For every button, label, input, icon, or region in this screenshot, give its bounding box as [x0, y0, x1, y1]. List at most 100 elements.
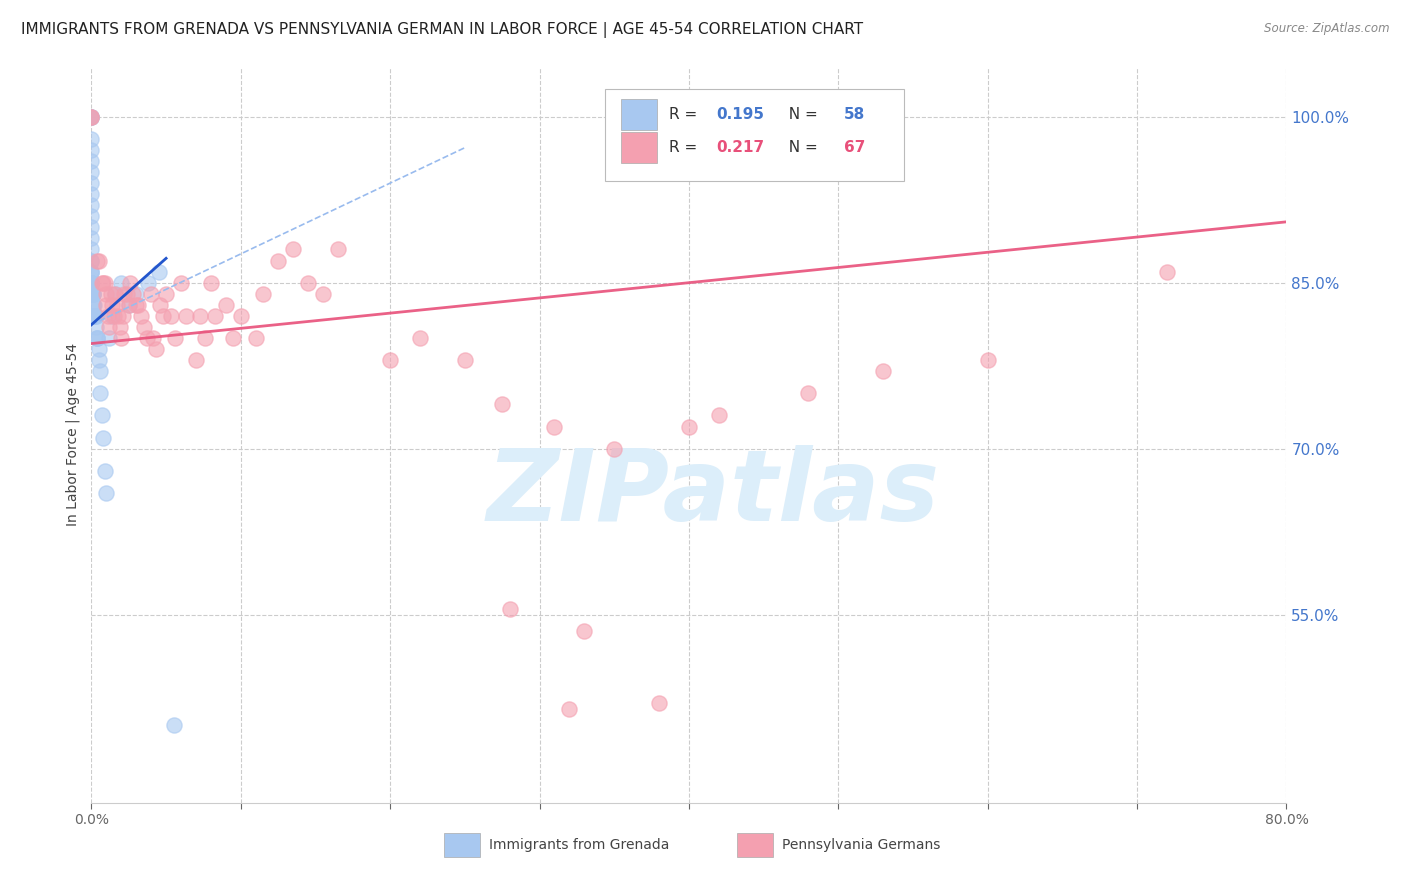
Point [204, 309, 226, 323]
Point [108, 320, 131, 334]
Text: Pennsylvania Germans: Pennsylvania Germans [782, 838, 941, 852]
Text: N =: N = [779, 140, 823, 155]
Point [1156, 265, 1178, 279]
Point [155, 286, 177, 301]
Point [118, 298, 141, 312]
Point [129, 309, 152, 323]
Point [142, 331, 165, 345]
Point [96, 486, 118, 500]
Point [80, 110, 103, 124]
Point [174, 309, 197, 323]
Point [87, 353, 110, 368]
Point [83, 309, 105, 323]
Bar [621, 99, 657, 130]
Point [245, 331, 267, 345]
Point [80, 187, 103, 202]
Point [491, 397, 513, 411]
Point [82, 286, 104, 301]
Point [80, 110, 103, 124]
Point [112, 286, 135, 301]
Point [98, 320, 121, 334]
Point [80, 265, 103, 279]
Bar [444, 833, 479, 856]
Point [80, 143, 103, 157]
Point [100, 286, 122, 301]
Point [111, 309, 134, 323]
Point [120, 276, 142, 290]
Point [229, 309, 252, 323]
Point [80, 276, 103, 290]
Text: 58: 58 [844, 107, 866, 122]
Point [83, 309, 105, 323]
Point [80, 253, 103, 268]
Point [82, 298, 104, 312]
Text: ZIPatlas: ZIPatlas [486, 445, 939, 542]
Point [87, 253, 110, 268]
Point [125, 298, 148, 312]
Point [326, 243, 349, 257]
Point [252, 286, 274, 301]
Point [104, 286, 127, 301]
Point [84, 320, 107, 334]
Point [83, 298, 105, 312]
Point [96, 286, 118, 301]
Point [132, 320, 155, 334]
Point [159, 309, 181, 323]
Point [93, 276, 115, 290]
Point [162, 718, 184, 732]
Point [80, 153, 103, 168]
Point [80, 276, 103, 290]
Point [93, 431, 115, 445]
Bar [621, 132, 657, 163]
Point [267, 253, 290, 268]
Point [80, 243, 103, 257]
Point [80, 110, 103, 124]
Point [84, 309, 107, 323]
Text: Source: ZipAtlas.com: Source: ZipAtlas.com [1264, 22, 1389, 36]
Point [107, 309, 129, 323]
Point [80, 286, 103, 301]
Point [149, 298, 172, 312]
Point [90, 276, 112, 290]
Point [136, 276, 159, 290]
Point [110, 331, 132, 345]
Y-axis label: In Labor Force | Age 45-54: In Labor Force | Age 45-54 [66, 343, 80, 526]
Point [678, 419, 700, 434]
Point [574, 624, 596, 639]
Point [127, 298, 149, 312]
Point [603, 442, 626, 456]
Point [281, 243, 304, 257]
Point [141, 286, 163, 301]
Text: Immigrants from Grenada: Immigrants from Grenada [489, 838, 669, 852]
Point [454, 353, 477, 368]
Point [83, 309, 105, 323]
Point [80, 132, 103, 146]
Point [297, 276, 319, 290]
Point [82, 298, 104, 312]
Point [152, 309, 174, 323]
Point [499, 602, 522, 616]
Point [707, 409, 730, 423]
Point [80, 276, 103, 290]
Point [122, 286, 145, 301]
Bar [737, 833, 773, 856]
Point [80, 253, 103, 268]
Point [96, 298, 118, 312]
Point [648, 696, 671, 710]
Point [84, 309, 107, 323]
Point [105, 298, 128, 312]
Point [148, 265, 170, 279]
Point [89, 386, 111, 401]
Point [90, 409, 112, 423]
Point [86, 253, 108, 268]
Point [543, 419, 565, 434]
Point [200, 276, 222, 290]
Point [101, 309, 124, 323]
Point [80, 209, 103, 223]
Point [98, 331, 121, 345]
Point [312, 286, 335, 301]
Point [80, 231, 103, 245]
Text: 0.195: 0.195 [717, 107, 765, 122]
Text: 67: 67 [844, 140, 866, 155]
Point [80, 220, 103, 235]
